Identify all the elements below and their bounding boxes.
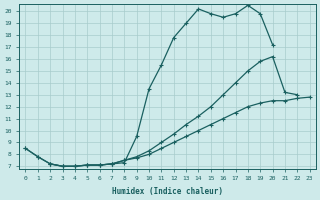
X-axis label: Humidex (Indice chaleur): Humidex (Indice chaleur) xyxy=(112,187,223,196)
